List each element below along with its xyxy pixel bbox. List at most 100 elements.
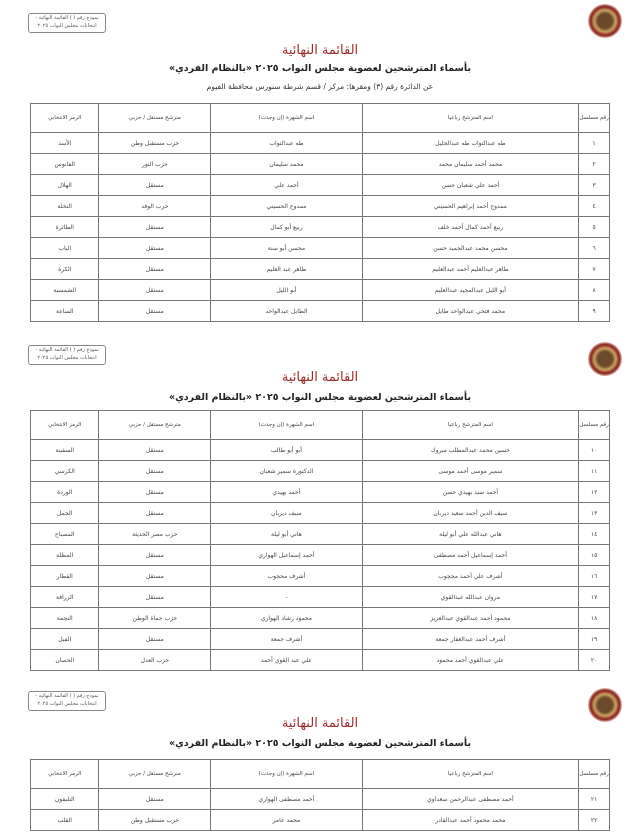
table-cell: المصباح: [29, 523, 100, 545]
table-cell: ٨: [578, 279, 610, 301]
table-row: ١١ سمير موسى أحمد موسى الدكتورة سمير شعبان…: [29, 460, 610, 482]
column-header: اسم المترشح رباعيا: [361, 759, 580, 789]
table-cell: الساعة: [29, 300, 100, 322]
table-cell: أشرف أحمد عبدالغفار جمعة: [361, 628, 580, 650]
table-cell: محمد أحمد سليمان محمد: [361, 153, 580, 175]
table-cell: مستقل: [98, 174, 212, 196]
header-row: رقم مسلسل اسم المترشح رباعيا اسم الشهرة (إ…: [29, 410, 610, 440]
table-cell: علي عبد القوي أحمد: [210, 649, 363, 671]
column-header: مترشح مستقل / حزبي: [98, 410, 212, 440]
table-row: ١٠ حسين محمد عبدالمطلب مبروك أبو أبو طالب م…: [29, 439, 610, 461]
table-cell: سمير موسى أحمد موسى: [361, 460, 580, 482]
table-row: ١٤ هاني عبدالله علي أبو ليلة هاني أبو ليلة…: [29, 523, 610, 545]
table-cell: ٢: [578, 153, 610, 175]
table-row: ٥ ربيع أحمد كمال أحمد خلف ربيع أبو كمال مست…: [29, 216, 610, 238]
table-row: ١٢ أحمد سيد بهيدي حسن أحمد بهيدي مستقل الورد…: [29, 481, 610, 503]
table-row: ١٧ مروان عبدالله عبدالقوي - مستقل الزرافة: [29, 586, 610, 608]
table-cell: الطائرة: [29, 216, 100, 238]
table-cell: علي عبدالقوي أحمد محمود: [361, 649, 580, 671]
emblem-logo: [588, 688, 622, 722]
table-cell: الكرسي: [29, 460, 100, 482]
column-header: الرمز الانتخابي: [29, 759, 100, 789]
table-cell: القطار: [29, 565, 100, 587]
table-row: ٦ محسن محمد عبدالحميد حسن محسن أبو سنة مستق…: [29, 237, 610, 259]
table-cell: المظلة: [29, 544, 100, 566]
table-cell: حزب مستقبل وطن: [98, 809, 212, 831]
table-cell: مستقل: [98, 586, 212, 608]
table-cell: مستقل: [98, 439, 212, 461]
table-cell: حزب النور: [98, 153, 212, 175]
column-header: اسم الشهرة (إن وجدت): [210, 410, 363, 440]
table-cell: أحمد إسماعيل الهواري: [210, 544, 363, 566]
table-cell: مستقل: [98, 481, 212, 503]
table-cell: أحمد علي: [210, 174, 363, 196]
emblem-logo: [588, 342, 622, 376]
header-row: رقم مسلسل اسم المترشح رباعيا اسم الشهرة (إ…: [29, 759, 610, 789]
table-cell: ١٢: [578, 481, 610, 503]
table-cell: ١٧: [578, 586, 610, 608]
page-subtitle: بأسماء المترشحين لعضوية مجلس النواب ٢٠٢٥…: [168, 392, 472, 403]
table-cell: الفانوس: [29, 153, 100, 175]
column-header: الرمز الانتخابي: [29, 103, 100, 133]
table-cell: مستقل: [98, 628, 212, 650]
table-cell: أبو أبو طالب: [210, 439, 363, 461]
table-cell: السفينة: [29, 439, 100, 461]
column-header: رقم مسلسل: [578, 103, 610, 133]
table-cell: حزب مصر الحديثة: [98, 523, 212, 545]
table-cell: الحصان: [29, 649, 100, 671]
table-cell: محمد فتحي عبدالواحد طايل: [361, 300, 580, 322]
table-row: ١٥ أحمد إسماعيل أحمد مصطفى أحمد إسماعيل ال…: [29, 544, 610, 566]
table-cell: ٢٢: [578, 809, 610, 831]
page-title: القائمة النهائية: [281, 43, 359, 58]
table-cell: أحمد علي شعبان حسن: [361, 174, 580, 196]
table-cell: أشرف محجوب: [210, 565, 363, 587]
table-cell: ربيع أحمد كمال أحمد خلف: [361, 216, 580, 238]
table-cell: أحمد مصطفى الهواري: [210, 788, 363, 810]
column-header: اسم المترشح رباعيا: [361, 410, 580, 440]
table-row: ٧ طاهر عبدالعليم أحمد عبدالعليم طاهر عبد ا…: [29, 258, 610, 280]
table-cell: الطايل عبدالواحد: [210, 300, 363, 322]
table-row: ٩ محمد فتحي عبدالواحد طايل الطايل عبدالواح…: [29, 300, 610, 322]
table-cell: حزب حماة الوطن: [98, 607, 212, 629]
table-cell: أحمد بهيدي: [210, 481, 363, 503]
table-cell: هاني عبدالله علي أبو ليلة: [361, 523, 580, 545]
table-cell: أحمد سيد بهيدي حسن: [361, 481, 580, 503]
table-cell: أشرف جمعة: [210, 628, 363, 650]
table-row: ١٦ أشرف علي أحمد محجوب أشرف محجوب مستقل القط…: [29, 565, 610, 587]
table-cell: أحمد إسماعيل أحمد مصطفى: [361, 544, 580, 566]
table-cell: مستقل: [98, 502, 212, 524]
page-title: القائمة النهائية: [281, 716, 359, 731]
table-row: ٤ ممدوح أحمد إبراهيم الحسيني ممدوح الحسيني…: [29, 195, 610, 217]
candidates-table: رقم مسلسل اسم المترشح رباعيا اسم الشهرة (إ…: [29, 410, 610, 671]
table-cell: محسن محمد عبدالحميد حسن: [361, 237, 580, 259]
table-cell: الشمسية: [29, 279, 100, 301]
page-subtitle: بأسماء المترشحين لعضوية مجلس النواب ٢٠٢٥…: [168, 63, 472, 74]
table-row: ٢٢ محمد محمود أحمد عبدالقادر محمد عامر حزب …: [29, 809, 610, 831]
table-cell: أبو الليل عبدالمجيد عبدالعليم: [361, 279, 580, 301]
table-row: ٢ محمد أحمد سليمان محمد محمد سليمان حزب الن…: [29, 153, 610, 175]
table-cell: ١٣: [578, 502, 610, 524]
table-cell: الكرة: [29, 258, 100, 280]
table-cell: ممدوح أحمد إبراهيم الحسيني: [361, 195, 580, 217]
table-cell: محمد محمود أحمد عبدالقادر: [361, 809, 580, 831]
table-row: ١ طه عبدالتواب طه عبدالجليل طه عبدالتواب حز…: [29, 132, 610, 154]
table-cell: ١٨: [578, 607, 610, 629]
table-cell: محمد سليمان: [210, 153, 363, 175]
table-cell: ٢٠: [578, 649, 610, 671]
table-cell: طه عبدالتواب: [210, 132, 363, 154]
table-cell: التليفون: [29, 788, 100, 810]
table-cell: محمد عامر: [210, 809, 363, 831]
table-cell: محمود أحمد عبدالقوي عبدالعزيز: [361, 607, 580, 629]
table-cell: الجمل: [29, 502, 100, 524]
table-cell: محسن أبو سنة: [210, 237, 363, 259]
table-cell: حزب الوفد: [98, 195, 212, 217]
table-row: ٢٠ علي عبدالقوي أحمد محمود علي عبد القوي أ…: [29, 649, 610, 671]
table-cell: سيف الدين أحمد سعيد ديربان: [361, 502, 580, 524]
table-cell: ٤: [578, 195, 610, 217]
column-header: رقم مسلسل: [578, 759, 610, 789]
table-cell: مستقل: [98, 237, 212, 259]
table-cell: النجمة: [29, 607, 100, 629]
table-cell: ٥: [578, 216, 610, 238]
table-row: ٣ أحمد علي شعبان حسن أحمد علي مستقل الهلال: [29, 174, 610, 196]
page-subtitle: بأسماء المترشحين لعضوية مجلس النواب ٢٠٢٥…: [168, 738, 472, 749]
